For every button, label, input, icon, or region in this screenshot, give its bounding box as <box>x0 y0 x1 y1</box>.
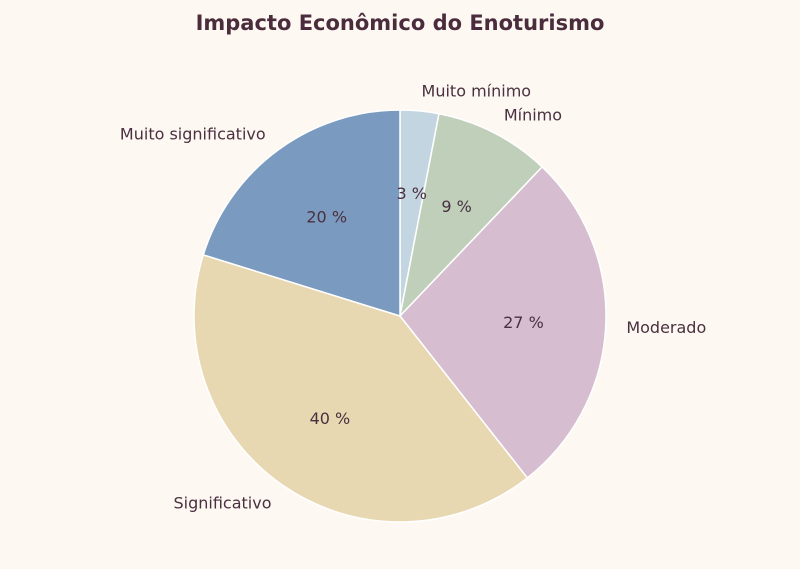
percent-label: 3 % <box>397 184 427 203</box>
category-label: Mínimo <box>504 106 562 125</box>
pie-slice-4 <box>193 253 529 523</box>
percent-label: 40 % <box>310 409 351 428</box>
pie-slice-3 <box>399 165 607 479</box>
percent-label: 27 % <box>503 313 544 332</box>
category-label: Moderado <box>626 318 706 337</box>
chart-title: Impacto Econômico do Enoturismo <box>196 11 605 35</box>
category-label: Muito mínimo <box>422 81 532 100</box>
category-label: Significativo <box>174 494 272 513</box>
percent-label: 9 % <box>441 197 471 216</box>
pie-slice-2 <box>398 112 544 319</box>
category-label: Muito significativo <box>120 125 266 144</box>
percent-label: 20 % <box>306 207 347 226</box>
pie-slice-5 <box>202 109 401 318</box>
